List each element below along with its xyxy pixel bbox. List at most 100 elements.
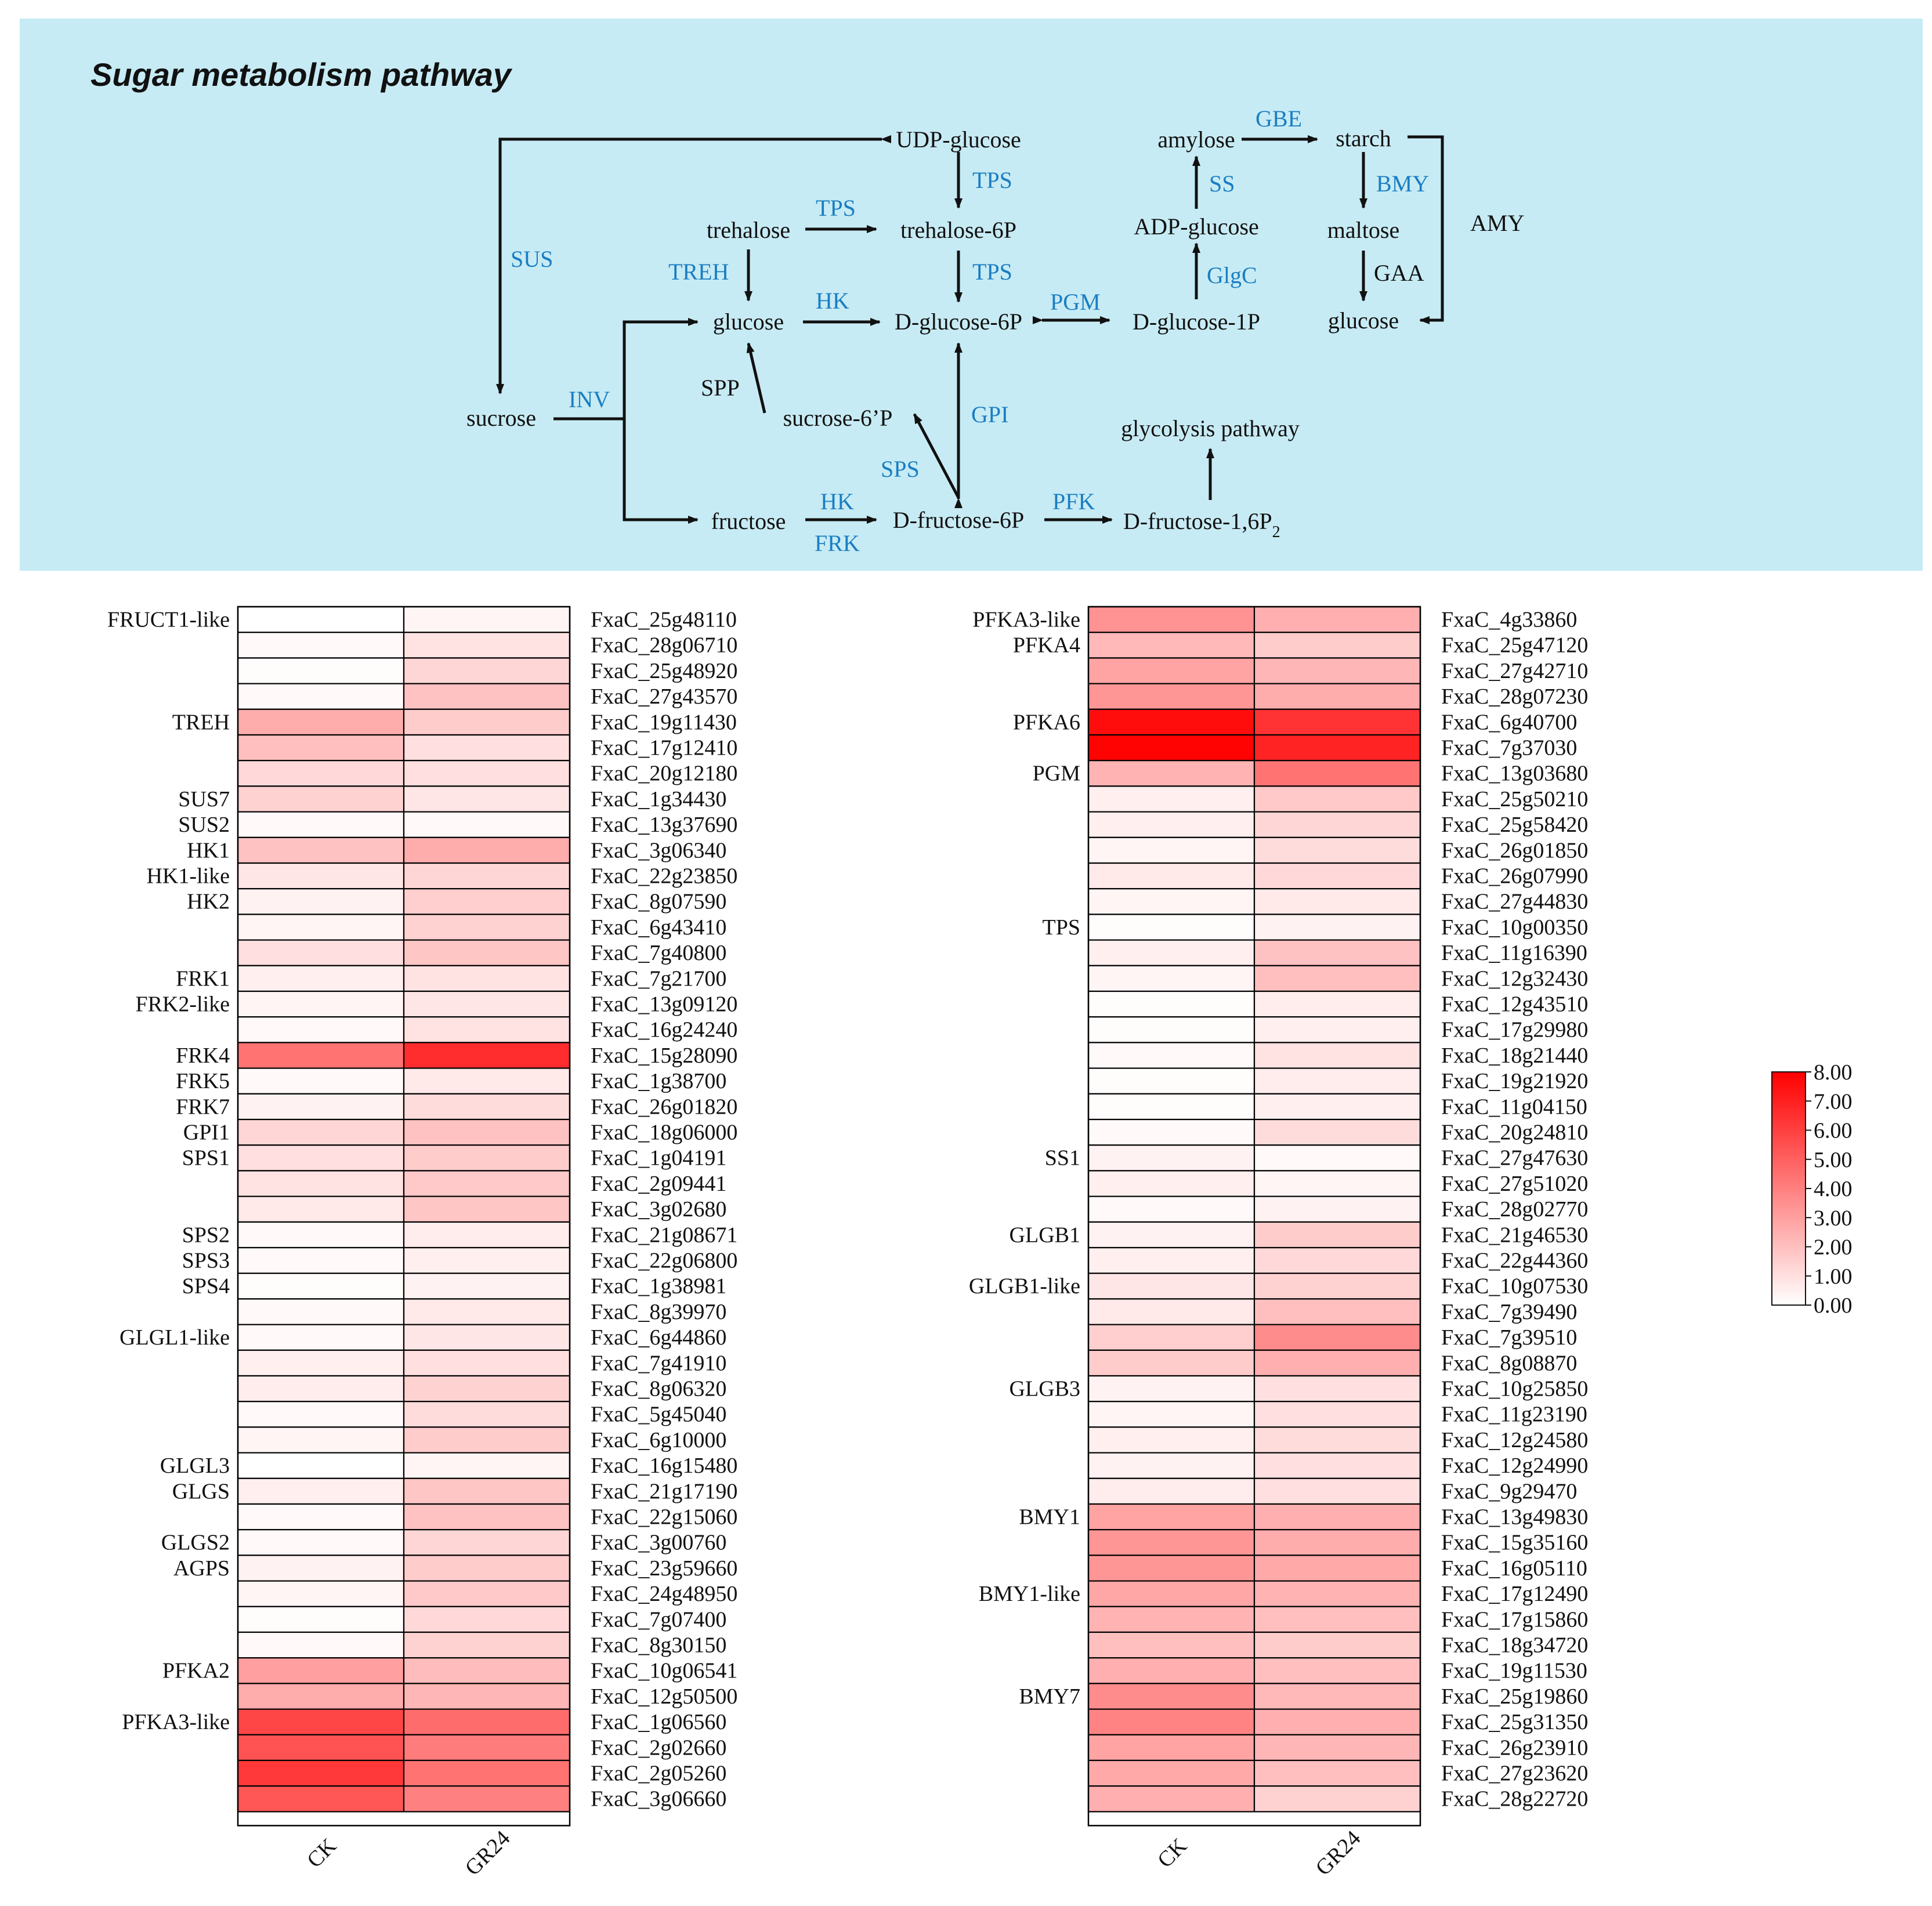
heatmap-cell: [403, 1426, 571, 1454]
heatmap-cell: [237, 1349, 405, 1377]
heatmap-cell: [1087, 1554, 1256, 1582]
group-label: SPS1: [182, 1146, 230, 1171]
node-maltose: maltose: [1327, 217, 1399, 243]
heatmap-cell: [237, 1734, 405, 1762]
heatmap-cell: [1253, 1195, 1421, 1223]
heatmap-cell: [1253, 734, 1421, 762]
heatmap-cell: [403, 836, 571, 864]
heatmap-cell: [1253, 1708, 1421, 1735]
gene-label: FxaC_11g04150: [1441, 1095, 1587, 1119]
heatmap-cell: [237, 1657, 405, 1684]
group-label: HK1-like: [146, 864, 230, 888]
node-d-fructose-16p2: D-fructose-1,6P2: [1123, 508, 1280, 541]
heatmap-cell: [1253, 657, 1421, 684]
gene-label: FxaC_4g33860: [1441, 607, 1577, 632]
enzyme-bmy: BMY: [1376, 171, 1429, 197]
heatmap-cell: [403, 1016, 571, 1043]
gene-label: FxaC_8g30150: [591, 1633, 726, 1657]
heatmap-cell: [237, 734, 405, 762]
gene-label: FxaC_12g43510: [1441, 992, 1588, 1016]
group-label: SUS7: [178, 787, 230, 811]
heatmap-cell: [1087, 1221, 1256, 1249]
enzyme-tps-3: TPS: [972, 259, 1012, 285]
arrow-dfructose6p-sucrose6p: [913, 413, 960, 499]
heatmap-cell: [1087, 1067, 1256, 1095]
pathway-background: [20, 19, 1923, 571]
heatmap-cell: [1253, 1042, 1421, 1069]
heatmap-cell: [403, 1246, 571, 1274]
scale-tick-label: 2.00: [1814, 1235, 1853, 1260]
node-d-fructose-16p2-sub: 2: [1272, 523, 1280, 541]
heatmap-cell: [403, 862, 571, 890]
heatmap-cell: [1087, 1042, 1256, 1069]
enzyme-glgc: GlgC: [1207, 262, 1257, 288]
gene-label: FxaC_10g00350: [1441, 915, 1588, 940]
gene-label: FxaC_3g06340: [591, 838, 726, 863]
gene-label: FxaC_2g09441: [591, 1172, 726, 1196]
heatmap-cell: [403, 1170, 571, 1197]
heatmap-cell: [1253, 1529, 1421, 1556]
gene-label: FxaC_6g10000: [591, 1428, 726, 1452]
heatmap-cell: [403, 914, 571, 941]
heatmap-cell: [1087, 914, 1256, 941]
gene-label: FxaC_16g15480: [591, 1454, 737, 1478]
gene-label: FxaC_20g12180: [591, 762, 737, 786]
heatmap-cell: [1087, 1273, 1256, 1300]
heatmap-cell: [1253, 811, 1421, 838]
heatmap-cell: [1253, 1426, 1421, 1454]
heatmap-cell: [237, 1580, 405, 1607]
heatmap-cell: [403, 811, 571, 838]
heatmap-cell: [1253, 1554, 1421, 1582]
gene-label: FxaC_2g02660: [591, 1735, 726, 1760]
heatmap-cell: [403, 734, 571, 762]
heatmap-cell: [1253, 785, 1421, 813]
heatmap-cell: [237, 1631, 405, 1659]
heatmap-cell: [237, 683, 405, 710]
heatmap-cell: [403, 1529, 571, 1556]
heatmap-frame: [1087, 606, 1421, 1827]
heatmap-left: FxaC_25g48110FRUCT1-likeFxaC_28g06710Fxa…: [107, 606, 737, 1880]
scale-tick-label: 8.00: [1814, 1060, 1853, 1085]
gene-label: FxaC_23g59660: [591, 1556, 737, 1581]
gene-label: FxaC_8g06320: [591, 1376, 726, 1401]
heatmap-cell: [1087, 1580, 1256, 1607]
heatmap-cell: [1253, 914, 1421, 941]
group-label: BMY1: [1019, 1505, 1080, 1529]
heatmap-cell: [237, 836, 405, 864]
gene-label: FxaC_18g34720: [1441, 1633, 1588, 1657]
heatmap-cell: [237, 1144, 405, 1172]
node-starch: starch: [1336, 125, 1391, 151]
enzyme-inv: INV: [569, 386, 610, 412]
gene-label: FxaC_16g24240: [591, 1018, 737, 1042]
node-fructose: fructose: [711, 508, 786, 534]
node-d-glucose-6p: D-glucose-6P: [895, 309, 1022, 335]
node-d-fructose-6p: D-fructose-6P: [893, 507, 1025, 533]
gene-label: FxaC_12g50500: [591, 1684, 737, 1709]
heatmap-cell: [1253, 708, 1421, 736]
heatmap-cell: [1087, 1503, 1256, 1531]
heatmap-cell: [403, 1734, 571, 1762]
heatmap-cell: [1087, 1170, 1256, 1197]
node-d-fructose-16p2-main: D-fructose-1,6P: [1123, 508, 1272, 534]
heatmap-cell: [1087, 632, 1256, 659]
heatmap-cell: [237, 606, 405, 633]
heatmap-cell: [1253, 836, 1421, 864]
heatmap-cell: [237, 1221, 405, 1249]
node-glucose: glucose: [713, 309, 784, 335]
heatmap-cell: [237, 1606, 405, 1633]
heatmap-cell: [1253, 1785, 1421, 1813]
heatmap-cell: [237, 1477, 405, 1505]
group-label: GLGB1-like: [969, 1274, 1080, 1299]
heatmap-cell: [1087, 1708, 1256, 1735]
heatmap-cell: [1087, 1246, 1256, 1274]
heatmap-cell: [1253, 1170, 1421, 1197]
heatmap-cell: [1087, 1401, 1256, 1428]
gene-label: FxaC_3g00760: [591, 1531, 726, 1555]
heatmap-cell: [237, 1195, 405, 1223]
group-label: FRK1: [176, 966, 230, 991]
heatmap-cell: [1087, 606, 1256, 633]
heatmap-cell: [403, 1580, 571, 1607]
group-label: PFKA2: [162, 1659, 230, 1683]
heatmap-cell: [403, 1785, 571, 1813]
heatmap-cell: [1087, 1324, 1256, 1351]
